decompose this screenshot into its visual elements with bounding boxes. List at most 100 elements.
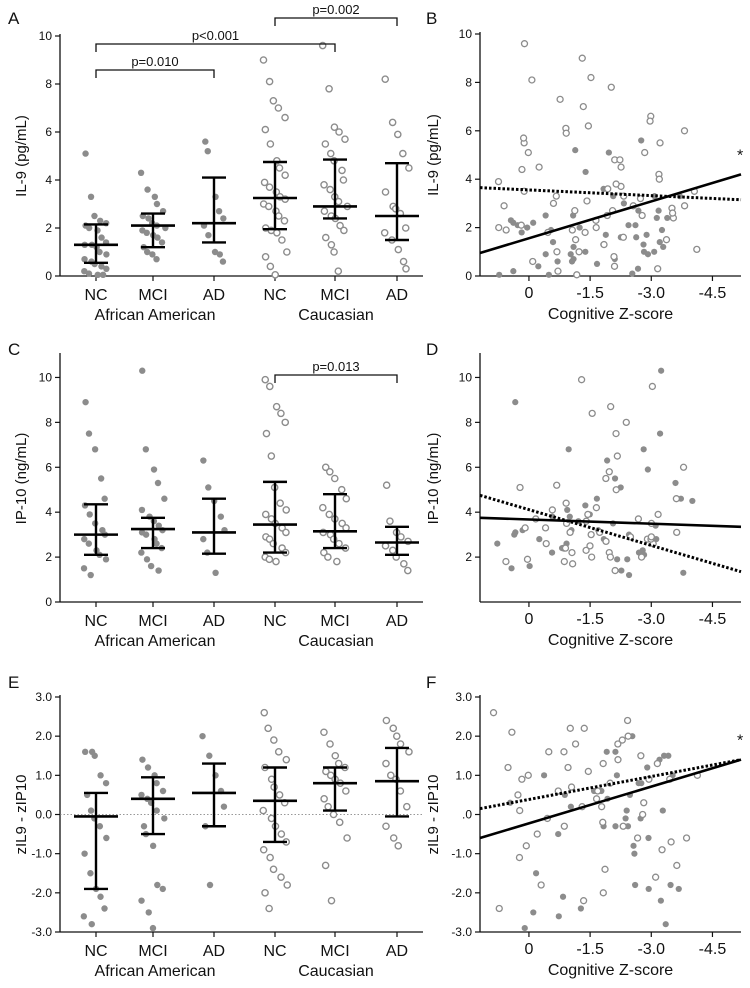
data-point bbox=[604, 185, 612, 193]
data-point bbox=[320, 795, 328, 803]
data-point bbox=[269, 865, 278, 874]
data-point bbox=[632, 881, 639, 889]
data-point bbox=[495, 904, 503, 913]
category-label: AD bbox=[203, 943, 225, 960]
data-point bbox=[154, 479, 162, 487]
data-point bbox=[542, 212, 549, 219]
data-point bbox=[85, 224, 93, 232]
data-point bbox=[529, 257, 537, 266]
data-point bbox=[612, 180, 620, 188]
data-point bbox=[658, 226, 666, 234]
data-point bbox=[611, 566, 619, 575]
data-point bbox=[584, 510, 592, 519]
data-point bbox=[635, 780, 642, 787]
data-point bbox=[321, 463, 330, 472]
data-point bbox=[588, 409, 596, 418]
data-point bbox=[145, 215, 152, 222]
data-point bbox=[159, 787, 167, 795]
data-point bbox=[603, 748, 610, 755]
data-point bbox=[656, 139, 664, 147]
data-point bbox=[330, 248, 338, 256]
data-point bbox=[560, 748, 568, 756]
data-point bbox=[661, 752, 668, 759]
data-point bbox=[206, 881, 214, 889]
data-point bbox=[159, 885, 166, 893]
panel-letter: A bbox=[8, 9, 20, 28]
data-point bbox=[96, 217, 104, 224]
data-point bbox=[153, 540, 160, 547]
data-point bbox=[81, 535, 88, 543]
panel-letter: C bbox=[8, 340, 20, 359]
data-point bbox=[261, 510, 270, 519]
data-point bbox=[282, 755, 291, 764]
data-point bbox=[81, 850, 88, 857]
data-point bbox=[334, 267, 343, 276]
data-point bbox=[402, 264, 410, 273]
data-point bbox=[588, 553, 596, 561]
data-point bbox=[321, 861, 330, 870]
data-point bbox=[154, 881, 161, 889]
data-point bbox=[612, 823, 619, 830]
data-point bbox=[153, 200, 161, 208]
data-point bbox=[97, 475, 105, 482]
data-point bbox=[280, 216, 289, 225]
data-point bbox=[693, 245, 701, 254]
data-point bbox=[530, 909, 537, 916]
data-point bbox=[512, 399, 519, 406]
category-label: NC bbox=[263, 287, 286, 304]
data-point bbox=[629, 270, 636, 277]
data-point bbox=[535, 163, 543, 171]
data-point bbox=[508, 565, 515, 572]
y-tick-label: -2.0 bbox=[31, 886, 52, 900]
regression-line-dotted bbox=[479, 186, 742, 202]
p-value-label: p=0.013 bbox=[312, 359, 359, 374]
data-point bbox=[554, 267, 562, 275]
data-point bbox=[96, 823, 104, 830]
data-point bbox=[510, 268, 517, 275]
data-point bbox=[342, 494, 351, 503]
data-point bbox=[143, 556, 151, 563]
data-point bbox=[386, 517, 394, 525]
data-point bbox=[282, 506, 291, 514]
data-point bbox=[549, 239, 557, 246]
data-point bbox=[655, 207, 662, 214]
data-point bbox=[321, 140, 330, 148]
data-point bbox=[327, 240, 336, 249]
data-point bbox=[273, 228, 281, 237]
data-point bbox=[672, 495, 681, 503]
y-tick-label: 2 bbox=[465, 221, 472, 235]
data-point bbox=[200, 457, 207, 464]
data-point bbox=[270, 736, 278, 744]
data-point bbox=[606, 553, 615, 561]
data-point bbox=[654, 510, 662, 519]
data-point bbox=[380, 228, 389, 237]
data-point bbox=[331, 751, 340, 760]
data-point bbox=[515, 853, 524, 862]
data-point bbox=[333, 557, 341, 566]
data-point bbox=[144, 764, 152, 771]
data-point bbox=[517, 221, 525, 229]
data-point bbox=[199, 732, 206, 740]
data-point bbox=[647, 533, 656, 541]
data-point bbox=[277, 409, 285, 418]
data-point bbox=[524, 148, 532, 157]
data-point bbox=[261, 125, 270, 134]
data-point bbox=[602, 537, 610, 546]
y-axis-label: zIL9 - zIP10 bbox=[13, 774, 30, 854]
data-point bbox=[554, 258, 561, 265]
data-point bbox=[571, 236, 580, 244]
data-point bbox=[582, 502, 589, 509]
data-point bbox=[673, 528, 681, 537]
data-point bbox=[637, 553, 646, 561]
y-tick-label: 2 bbox=[465, 550, 472, 564]
data-point bbox=[138, 506, 146, 514]
data-point bbox=[265, 904, 273, 913]
data-point bbox=[653, 214, 660, 222]
data-point bbox=[560, 557, 568, 566]
data-point bbox=[161, 495, 168, 502]
data-point bbox=[403, 802, 411, 811]
data-point bbox=[617, 163, 625, 171]
y-tick-label: 6 bbox=[465, 124, 472, 138]
category-label: NC bbox=[84, 943, 107, 960]
data-point bbox=[87, 193, 95, 200]
